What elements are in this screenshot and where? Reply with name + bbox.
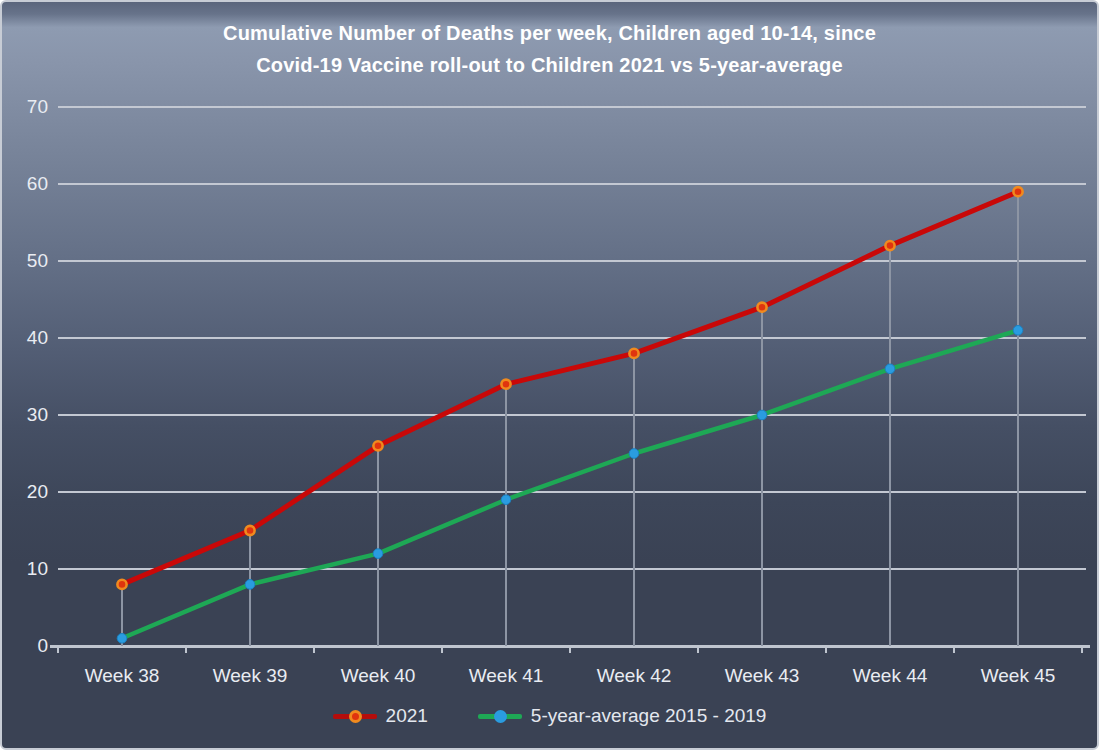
legend-item-5yr-average: 5-year-average 2015 - 2019 [478, 705, 767, 727]
legend-swatch-2021 [333, 710, 377, 723]
data-point-marker-5yr-average [373, 549, 383, 559]
data-point-marker-5yr-average [117, 634, 127, 644]
data-point-marker-5yr-average [629, 449, 639, 459]
data-point-marker-2021 [501, 380, 510, 389]
data-point-marker-5yr-average [885, 364, 895, 374]
legend-label-5yr-average: 5-year-average 2015 - 2019 [531, 705, 767, 727]
data-point-marker-2021 [885, 241, 894, 250]
legend: 2021 5-year-average 2015 - 2019 [2, 705, 1097, 727]
legend-label-2021: 2021 [386, 705, 428, 727]
series-line-2021 [122, 192, 1018, 585]
data-point-marker-2021 [373, 441, 382, 450]
series-line-5yr-average [122, 330, 1018, 638]
legend-item-2021: 2021 [333, 705, 428, 727]
data-point-marker-5yr-average [245, 580, 255, 590]
data-point-marker-2021 [629, 349, 638, 358]
data-point-marker-2021 [117, 580, 126, 589]
data-point-marker-2021 [1013, 187, 1022, 196]
chart-container: Cumulative Number of Deaths per week, Ch… [0, 0, 1099, 750]
series-lines-layer [2, 2, 1099, 750]
data-point-marker-5yr-average [501, 495, 511, 505]
data-point-marker-5yr-average [757, 410, 767, 420]
legend-swatch-5yr-average [478, 710, 522, 723]
data-point-marker-5yr-average [1013, 326, 1023, 336]
legend-marker-5yr-average-icon [494, 710, 507, 723]
legend-marker-2021-icon [349, 710, 362, 723]
data-point-marker-2021 [245, 526, 254, 535]
data-point-marker-2021 [757, 303, 766, 312]
